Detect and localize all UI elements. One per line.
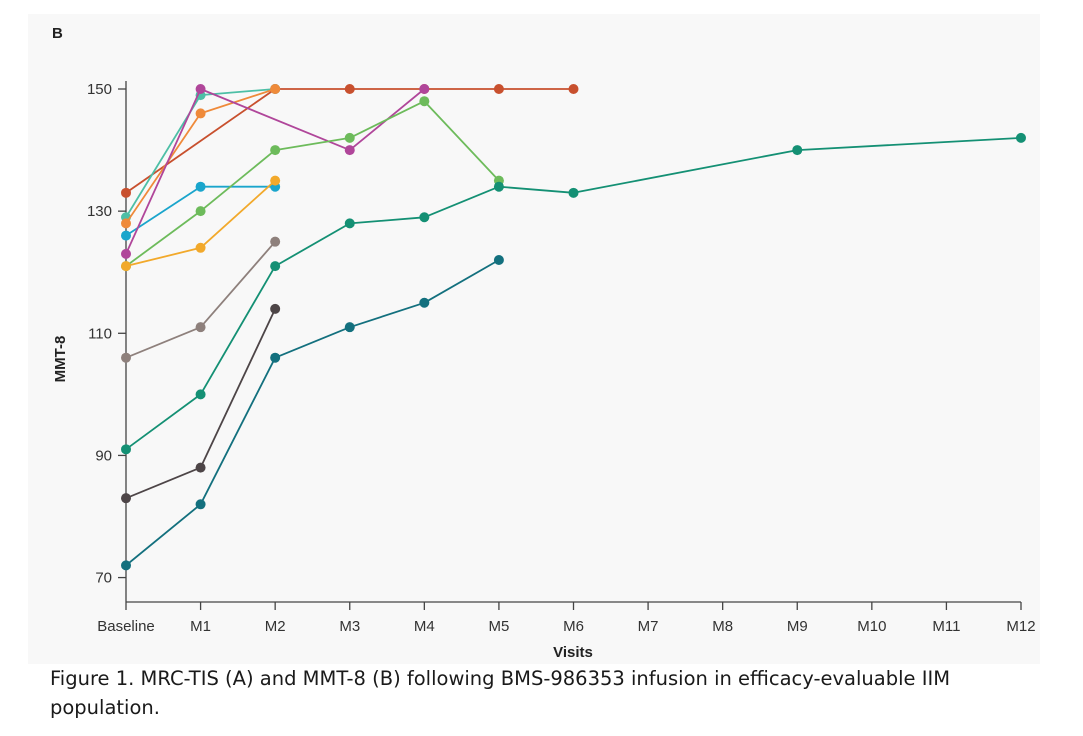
data-point (493, 255, 504, 265)
data-point (121, 187, 131, 198)
data-point (270, 236, 281, 247)
series-line (125, 259, 500, 567)
y-axis-title: MMT-8 (52, 336, 69, 383)
y-tick-label: 150 (87, 81, 112, 98)
y-tick-label: 130 (87, 203, 112, 220)
data-point (1016, 132, 1026, 143)
x-tick-label: M6 (563, 618, 584, 635)
data-point (270, 303, 281, 314)
mmt8-line-chart: B MMT-8 Visits 70 90 110 130 150 Baseline M1 M2… (52, 25, 1036, 661)
series-line (125, 88, 574, 194)
data-point (568, 84, 579, 94)
x-tick-label: M1 (190, 618, 211, 635)
data-point (195, 108, 206, 119)
data-point (344, 145, 355, 156)
data-point (568, 187, 579, 198)
x-tick-label: Baseline (97, 618, 155, 635)
series-group (121, 236, 281, 363)
series-group (121, 303, 281, 504)
series-group (121, 84, 281, 229)
data-point (419, 84, 430, 94)
data-point (121, 261, 131, 272)
data-point (195, 242, 206, 253)
x-tick-label: M9 (787, 618, 808, 635)
data-point (493, 181, 504, 192)
x-tick-label: M4 (414, 618, 435, 635)
x-tick-label: M2 (265, 618, 286, 635)
data-point (344, 132, 355, 143)
axes: 70 90 110 130 150 Baseline M1 M2 M3 M4 M5 M6 M7 M8 M9 M… (87, 81, 1036, 635)
x-axis-title: Visits (553, 644, 593, 661)
data-point (121, 230, 131, 241)
data-point (195, 462, 206, 473)
y-tick-label: 110 (88, 325, 112, 342)
data-point (270, 261, 281, 272)
data-point (195, 206, 206, 217)
data-point (121, 560, 131, 571)
x-tick-label: M8 (712, 618, 733, 635)
series-line (125, 137, 1022, 451)
data-point (121, 493, 131, 504)
data-point (121, 218, 131, 229)
series-line (125, 179, 276, 267)
series-line (125, 88, 425, 255)
data-point (344, 218, 355, 229)
panel-label: B (52, 25, 63, 42)
data-point (270, 84, 281, 94)
series-group (121, 132, 1026, 455)
y-tick-label: 70 (95, 570, 112, 587)
data-point (344, 322, 355, 333)
data-point (419, 297, 430, 308)
figure-caption: Figure 1. MRC-TIS (A) and MMT-8 (B) foll… (50, 667, 951, 719)
data-point (419, 212, 430, 223)
data-point (493, 84, 504, 94)
x-tick-label: M11 (932, 618, 960, 635)
series-group (121, 255, 504, 571)
data-point (419, 96, 430, 107)
data-point (195, 499, 206, 510)
series-group (121, 84, 281, 223)
y-tick-label: 90 (95, 447, 112, 464)
series-layer (121, 84, 1026, 571)
data-point (270, 175, 281, 186)
chart-panel: B MMT-8 Visits 70 90 110 130 150 Baseline M1 M2… (28, 14, 1040, 664)
data-point (270, 352, 281, 363)
series-line (125, 100, 500, 267)
data-point (195, 389, 206, 400)
x-tick-label: M10 (857, 618, 886, 635)
data-point (121, 444, 131, 455)
series-line (125, 88, 276, 218)
data-point (344, 84, 355, 94)
series-group (121, 84, 430, 259)
series-group (121, 175, 281, 272)
data-point (195, 181, 206, 192)
data-point (121, 248, 131, 259)
data-point (792, 145, 803, 156)
x-tick-label: M7 (638, 618, 659, 635)
data-point (195, 84, 206, 94)
x-tick-label: M5 (488, 618, 509, 635)
series-line (125, 241, 276, 359)
x-tick-label: M3 (339, 618, 360, 635)
x-tick-label: M12 (1006, 618, 1035, 635)
data-point (195, 322, 206, 333)
data-point (270, 145, 281, 156)
data-point (121, 352, 131, 363)
